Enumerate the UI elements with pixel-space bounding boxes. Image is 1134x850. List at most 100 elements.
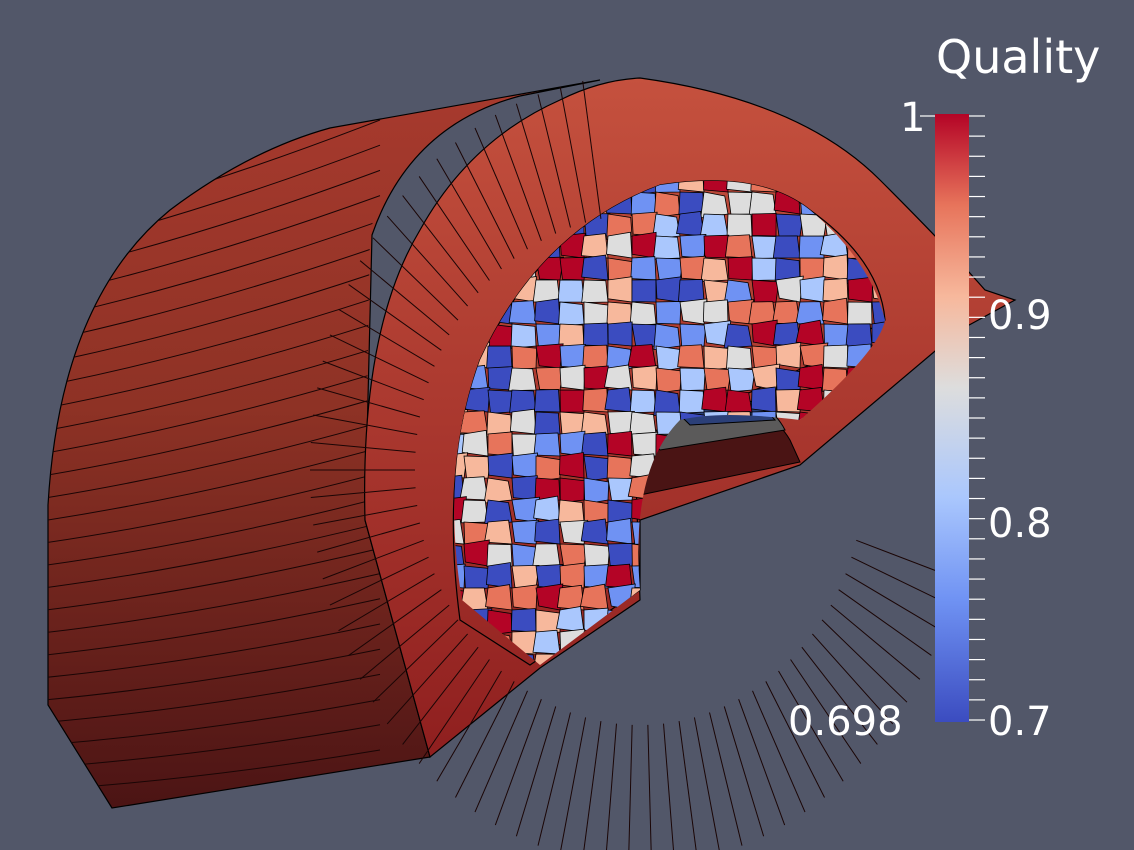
legend-tick-label: 0.8: [988, 501, 1052, 547]
mesh-cell: [654, 607, 681, 633]
mesh-cell: [748, 631, 777, 658]
ring-radial-line: [329, 334, 429, 384]
mesh-cell: [725, 345, 753, 371]
legend-max-label: 1: [900, 95, 926, 141]
mesh-cell: [581, 279, 609, 304]
mesh-cell: [724, 234, 753, 259]
outer-band-line: [48, 396, 381, 477]
mesh-cell: [532, 629, 561, 655]
mesh-cell: [631, 565, 660, 589]
mesh-cell: [772, 235, 801, 259]
mesh-cell: [604, 653, 633, 665]
mesh-cell: [775, 521, 801, 547]
mesh-cell: [655, 301, 682, 325]
mesh-cell: [558, 301, 585, 327]
legend-tick-label: 0.7: [988, 699, 1052, 745]
outer-band-line: [48, 346, 381, 433]
mesh-cell: [751, 477, 779, 503]
mesh-cell: [535, 366, 565, 391]
ring-radial-line: [678, 721, 697, 850]
ring-radial-line: [436, 158, 502, 270]
mesh-cell: [799, 497, 827, 523]
mesh-cell: [607, 542, 635, 567]
mesh-cell: [847, 518, 876, 545]
mesh-cell: [581, 254, 609, 281]
mesh-cell: [843, 455, 873, 480]
outer-band-line: [48, 522, 381, 589]
mesh-cell: [796, 541, 825, 567]
mesh-cell: [896, 498, 923, 522]
mesh-cell: [724, 608, 753, 633]
ring-radial-line: [628, 724, 633, 850]
mesh-cell: [629, 389, 657, 414]
mesh-cell: [822, 608, 849, 633]
mesh-cell: [486, 345, 513, 369]
ring-radial-line: [821, 619, 908, 703]
ring-radial-line: [329, 556, 429, 606]
mesh-cell: [556, 606, 585, 633]
mesh-cell: [678, 389, 705, 414]
mesh-cell: [559, 343, 586, 369]
mesh-cell: [751, 543, 779, 569]
mesh-cell: [703, 519, 733, 545]
mesh-cell: [869, 631, 885, 655]
mesh-cell: [799, 521, 825, 545]
mesh-cell: [653, 323, 681, 351]
mesh-cell: [751, 520, 781, 545]
mesh-cell: [723, 653, 753, 665]
legend-title: Quality: [936, 30, 1101, 84]
mesh-cell: [679, 367, 706, 392]
mesh-cell: [752, 676, 778, 700]
mesh-cell: [896, 566, 923, 592]
mesh-cell: [799, 475, 827, 501]
mesh-cell: [511, 452, 538, 479]
mesh-cell: [679, 323, 707, 348]
mesh-cell: [535, 343, 564, 369]
mesh-cell: [704, 676, 728, 698]
outer-band-line: [48, 371, 381, 455]
mesh-cell: [823, 455, 852, 480]
ring-radial-line: [348, 284, 442, 351]
mesh-cell: [463, 539, 490, 567]
mesh-cell: [725, 499, 753, 525]
outer-band-line: [48, 623, 381, 679]
ring-radial-line: [359, 604, 450, 680]
mesh-cell: [726, 213, 753, 237]
mesh-cell: [869, 411, 885, 439]
mesh-cell: [869, 521, 885, 547]
ring-radial-line: [811, 633, 894, 725]
mesh-cell: [559, 389, 585, 413]
ring-radial-line: [723, 706, 765, 837]
mesh-cell: [871, 301, 885, 325]
ring-radial-line: [402, 646, 479, 745]
ring-radial-line: [317, 522, 421, 553]
ring-radial-line: [359, 260, 450, 336]
mesh-cell: [508, 300, 537, 325]
outer-band-line: [48, 547, 381, 612]
mesh-cell: [656, 675, 683, 698]
mesh-cell: [631, 543, 657, 570]
mesh-cell: [871, 499, 885, 523]
mesh-cell: [896, 170, 921, 193]
mesh-cell: [679, 298, 708, 325]
mesh-cell: [485, 584, 513, 611]
mesh-cell: [821, 499, 849, 526]
mesh-cell: [606, 518, 633, 545]
ring-radial-line: [801, 646, 878, 745]
ring-radial-line: [338, 308, 435, 367]
ring-radial-line: [752, 690, 806, 813]
mesh-cell: [580, 233, 609, 259]
mesh-cell: [653, 521, 681, 548]
mesh-cell: [679, 587, 705, 613]
mesh-cell: [823, 586, 853, 611]
outer-band-line: [48, 472, 381, 545]
mesh-cell: [751, 496, 779, 523]
mesh-cell: [796, 609, 825, 637]
colorbar: [920, 114, 985, 722]
mesh-cell: [701, 386, 729, 413]
ring-radial-line: [515, 103, 557, 234]
mesh-cell: [536, 676, 561, 702]
mesh-cell: [868, 476, 885, 501]
mesh-cell: [702, 543, 729, 568]
